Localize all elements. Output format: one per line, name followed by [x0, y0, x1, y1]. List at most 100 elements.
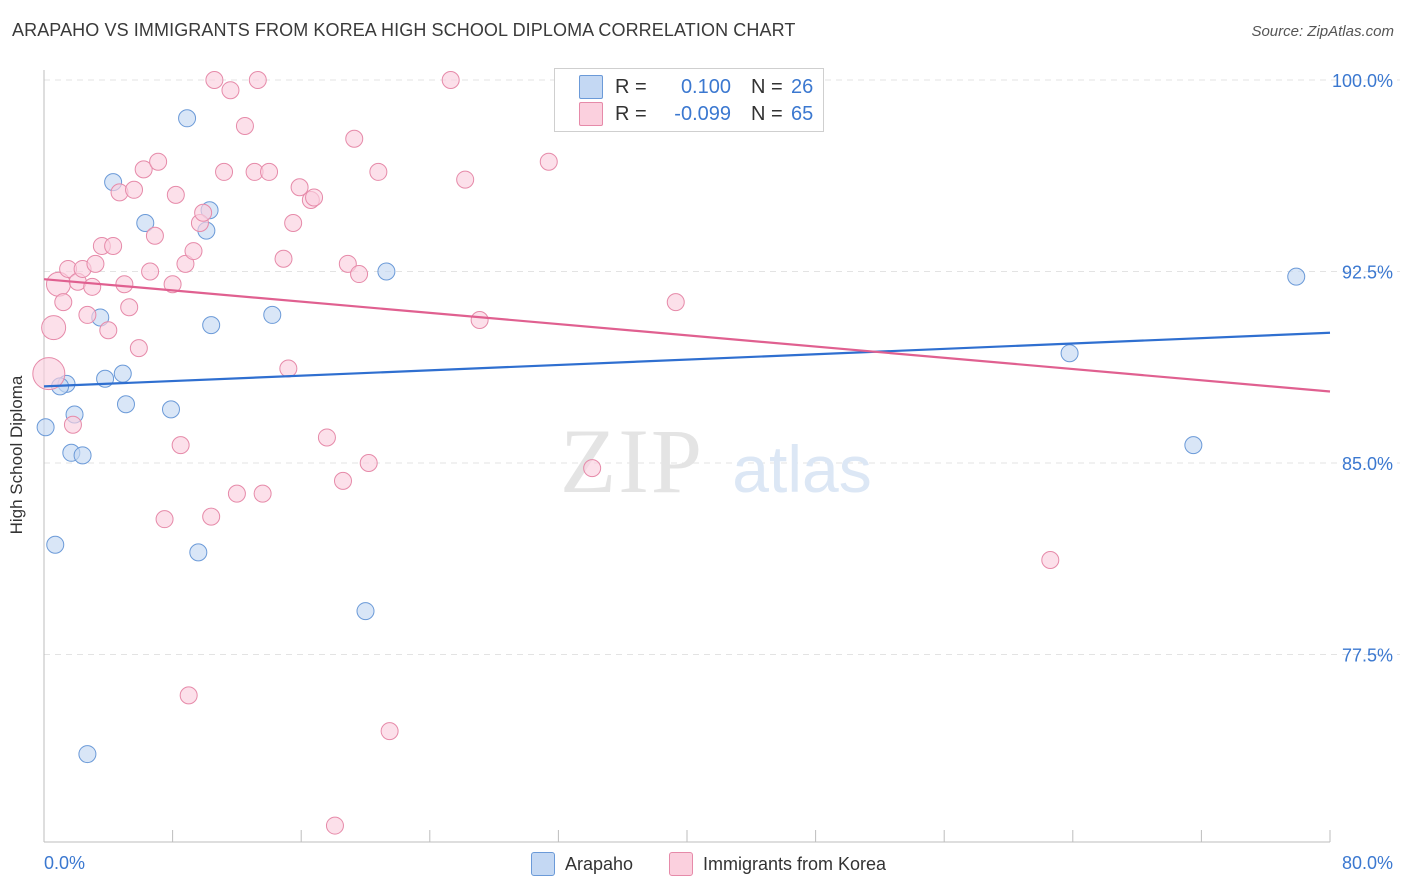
r-value: 0.100	[680, 75, 731, 98]
korea-point	[290, 178, 309, 197]
korea-point	[260, 162, 279, 181]
korea-point	[1041, 551, 1060, 570]
x-tick-label-max: 80.0%	[1342, 853, 1393, 873]
korea-point	[325, 816, 344, 835]
n-value: 65	[791, 102, 814, 125]
korea-point	[86, 254, 105, 273]
korea-point	[333, 471, 352, 490]
y-tick-label: 92.5%	[1342, 263, 1393, 283]
korea-point	[274, 249, 293, 268]
korea-point	[215, 162, 234, 181]
stats-legend: R = 0.100 N = 26 R = -0.099 N = 65	[554, 68, 824, 132]
korea-point	[279, 359, 298, 378]
korea-trend-line	[43, 278, 1331, 393]
arapaho-point	[78, 745, 97, 764]
korea-point	[41, 315, 67, 341]
korea-point	[184, 242, 203, 261]
arapaho-point	[161, 400, 180, 419]
trend-lines	[43, 278, 1331, 393]
korea-point	[83, 277, 102, 296]
chart-title: ARAPAHO VS IMMIGRANTS FROM KOREA HIGH SC…	[12, 20, 796, 40]
korea-point	[63, 415, 82, 434]
korea-swatch	[579, 102, 603, 126]
korea-point	[666, 293, 685, 312]
korea-point	[539, 152, 558, 171]
korea-point	[194, 203, 213, 222]
watermark: ZIP atlas	[560, 410, 872, 512]
arapaho-point	[116, 395, 135, 414]
arapaho-swatch	[579, 75, 603, 99]
korea-point	[149, 152, 168, 171]
korea-point	[235, 116, 254, 135]
korea-point	[284, 213, 303, 232]
arapaho-point	[178, 109, 197, 128]
korea-point	[32, 357, 66, 391]
legend-item-korea[interactable]: Immigrants from Korea	[669, 852, 886, 876]
series-legend: Arapaho Immigrants from Korea	[0, 850, 1406, 880]
grid-lines	[44, 79, 1400, 655]
korea-point	[248, 71, 267, 89]
korea-point	[227, 484, 246, 503]
korea-legend-swatch	[669, 852, 693, 876]
korea-point	[155, 510, 174, 529]
tick-labels: 100.0% 92.5% 85.0% 77.5% 0.0% 80.0%	[44, 71, 1393, 873]
arapaho-point	[356, 602, 375, 621]
korea-point	[115, 275, 134, 294]
korea-point	[583, 459, 602, 478]
arapaho-point	[263, 305, 282, 324]
korea-point	[456, 170, 475, 189]
legend-label-arapaho: Arapaho	[565, 853, 634, 874]
korea-point	[145, 226, 164, 245]
arapaho-legend-swatch	[531, 852, 555, 876]
korea-point	[120, 298, 139, 317]
y-axis-label: High School Diploma	[7, 375, 26, 535]
korea-point	[202, 507, 221, 526]
legend-label-korea: Immigrants from Korea	[703, 853, 887, 874]
watermark-atlas: atlas	[732, 432, 871, 506]
n-value: 26	[791, 75, 814, 98]
stats-legend-row-korea: R = -0.099 N = 65	[555, 100, 821, 128]
korea-point	[179, 686, 198, 705]
korea-point	[205, 71, 224, 89]
korea-point	[380, 722, 399, 741]
r-label: R =	[615, 102, 647, 125]
korea-point	[345, 129, 364, 148]
korea-point	[176, 254, 195, 273]
korea-point	[125, 180, 144, 199]
korea-point	[104, 236, 123, 255]
korea-point	[305, 188, 324, 207]
arapaho-point	[1060, 344, 1079, 363]
arapaho-point	[1287, 267, 1306, 286]
korea-point	[134, 160, 153, 179]
x-tick-label-min: 0.0%	[44, 853, 85, 873]
stats-legend-row-arapaho: R = 0.100 N = 26	[555, 73, 821, 101]
korea-point	[350, 265, 369, 284]
korea-point	[441, 71, 460, 89]
korea-point	[78, 305, 97, 324]
axes	[43, 70, 1331, 843]
arapaho-point	[136, 213, 155, 232]
korea-point	[163, 275, 182, 294]
y-tick-label: 77.5%	[1342, 646, 1393, 666]
n-label: N =	[751, 102, 783, 125]
korea-point	[141, 262, 160, 281]
arapaho-point	[202, 316, 221, 335]
arapaho-point	[73, 446, 92, 465]
r-label: R =	[615, 75, 647, 98]
korea-point	[470, 311, 489, 330]
korea-point	[359, 454, 378, 472]
korea-point	[221, 81, 240, 100]
korea-point	[99, 321, 118, 340]
y-tick-label: 85.0%	[1342, 454, 1393, 474]
arapaho-point	[46, 535, 65, 554]
korea-point	[166, 185, 185, 204]
korea-point	[338, 254, 357, 273]
legend-item-arapaho[interactable]: Arapaho	[531, 852, 633, 876]
r-value: -0.099	[674, 102, 731, 125]
korea-point	[129, 339, 148, 358]
arapaho-point	[377, 262, 396, 281]
source-label: Source: ZipAtlas.com	[1251, 23, 1394, 40]
korea-point	[317, 428, 336, 447]
watermark-zip: ZIP	[560, 410, 704, 512]
